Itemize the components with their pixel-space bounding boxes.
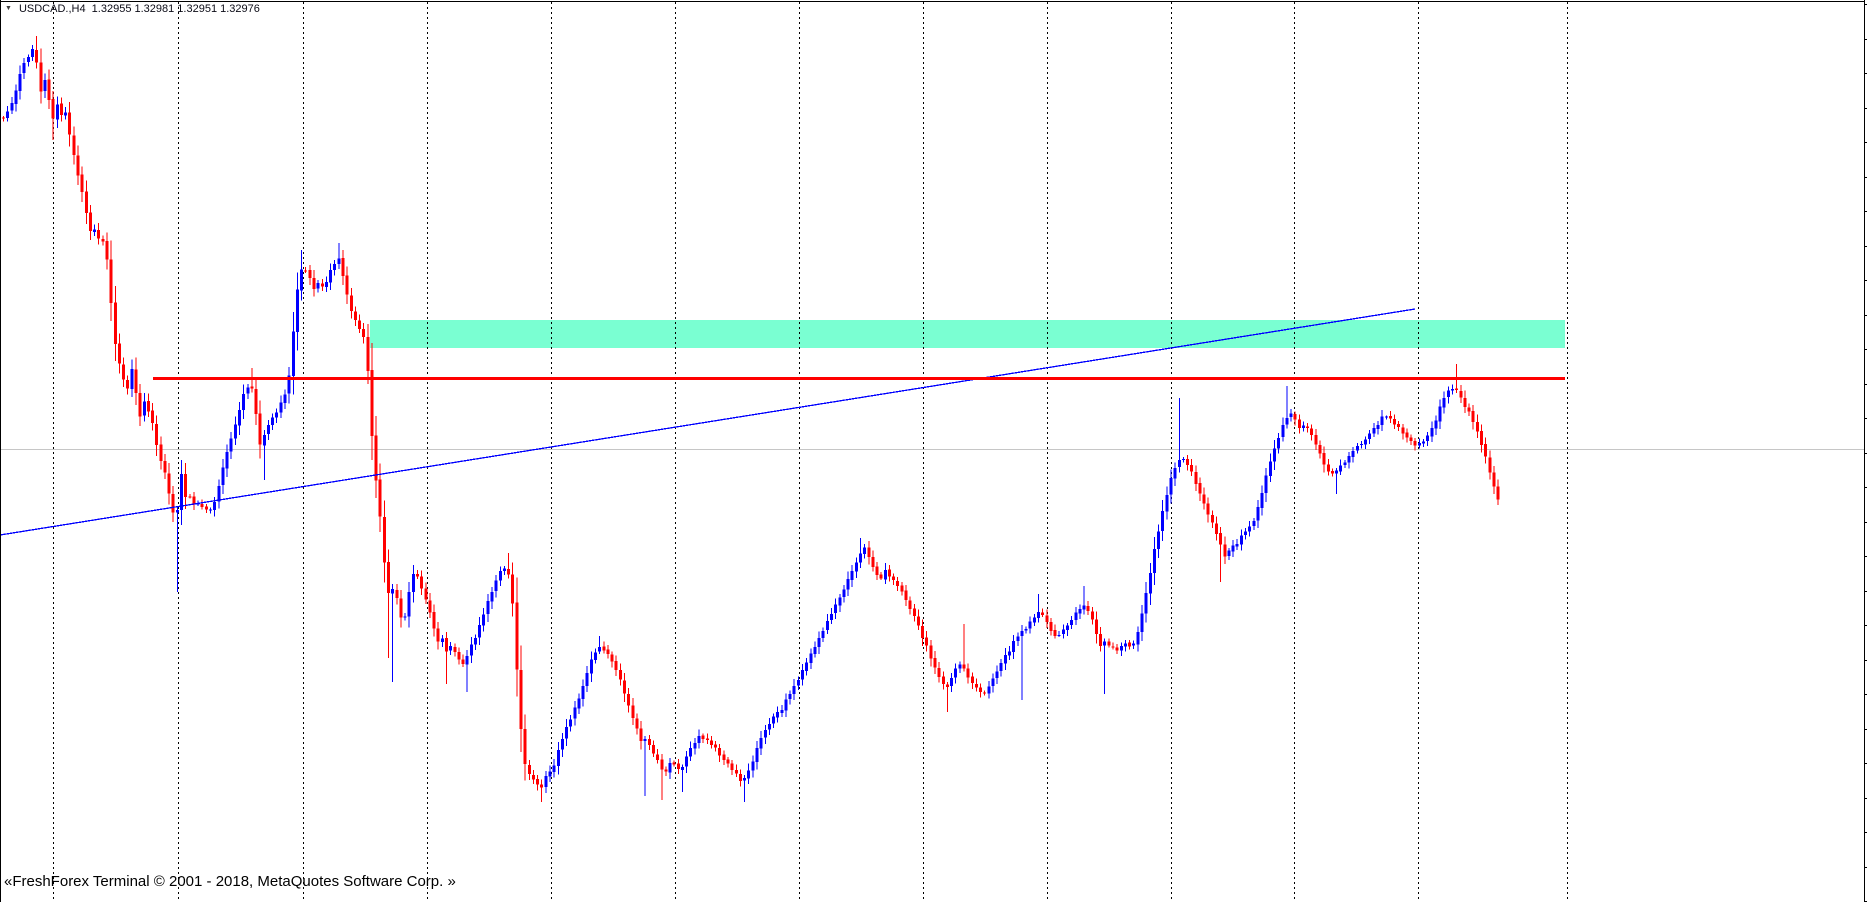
chart-dropdown-arrow-icon[interactable]: ▼	[5, 4, 12, 12]
trendline[interactable]	[0, 308, 1416, 536]
copyright-label: «FreshForex Terminal © 2001 - 2018, Meta…	[4, 873, 456, 890]
candles-layer	[2, 36, 1500, 802]
ohlc-text: USDCAD.,H4 1.32955 1.32981 1.32951 1.329…	[18, 2, 260, 15]
chart-ohlc-label: ▼ USDCAD.,H4 1.32955 1.32981 1.32951 1.3…	[5, 2, 260, 15]
supply-zone-rect[interactable]	[370, 320, 1565, 348]
